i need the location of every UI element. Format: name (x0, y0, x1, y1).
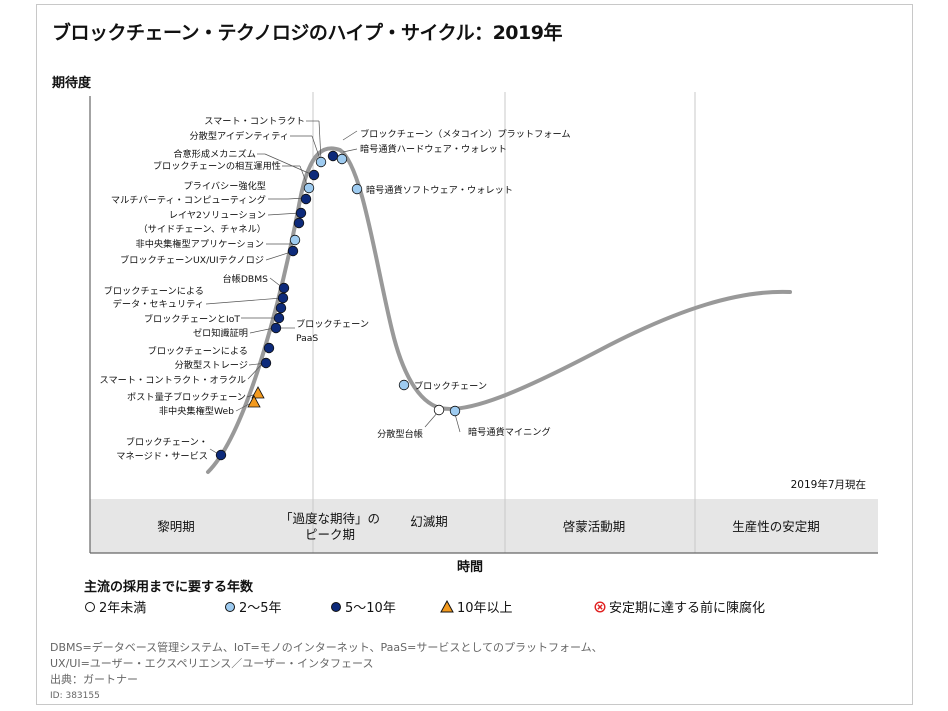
label-pq: ポスト量子ブロックチェーン (127, 391, 246, 403)
label-iot: ブロックチェーンとIoT (144, 313, 241, 325)
legend-item-2-5: 2～5年 (224, 597, 282, 616)
white-circle-icon (85, 601, 95, 612)
chart-title: ブロックチェーン・テクノロジのハイプ・サイクル：2019年 (52, 22, 562, 44)
label-sw-wallet: 暗号通貨ソフトウェア・ウォレット (366, 184, 513, 196)
marker-post-quantum (251, 386, 265, 399)
phase-peak-line2: ピーク期 (305, 527, 355, 542)
label-mining: 暗号通貨マイニング (468, 426, 551, 438)
legend-label-obsolete: 安定期に達する前に陳腐化 (609, 601, 766, 616)
marker-oracle (260, 357, 272, 369)
footnote-line1: DBMS=データベース管理システム、IoT=モノのインターネット、PaaS=サー… (50, 641, 603, 654)
phase-trough: 幻滅期 (410, 514, 448, 529)
legend-item-lt2: 2年未満 (84, 597, 146, 616)
marker-hw-wallet (336, 153, 348, 165)
legend-title: 主流の採用までに要する年数 (84, 580, 254, 595)
label-managed-1: ブロックチェーン・ (126, 436, 208, 448)
label-did: 分散型アイデンティティ (190, 130, 290, 142)
label-dapps: 非中央集権型アプリケーション (136, 238, 264, 250)
label-datasec-2: データ・セキュリティ (113, 298, 204, 310)
label-storage-1: ブロックチェーンによる (148, 345, 248, 357)
orange-triangle-icon (440, 600, 454, 613)
marker-ux-ui (287, 245, 299, 257)
marker-sw-wallet (351, 183, 363, 195)
label-privacy-2: マルチパーティ・コンピューティング (111, 194, 266, 206)
label-managed-2: マネージド・サービス (116, 451, 208, 462)
marker-distributed-ledger (433, 404, 445, 416)
marker-consensus (308, 169, 320, 181)
phase-slope: 啓蒙活動期 (563, 519, 626, 534)
footnote-source: 出典：ガートナー (50, 673, 138, 686)
label-dweb: 非中央集権型Web (159, 405, 234, 417)
legend-item-obsolete: 安定期に達する前に陳腐化 (594, 597, 765, 616)
marker-crypto-mining (449, 405, 461, 417)
phase-peak-line1: 「過度な期待」の (280, 511, 380, 526)
tech-labels: スマート・コントラクト 分散型アイデンティティ 合意形成メカニズム ブロックチェ… (100, 116, 571, 462)
label-blockchain: ブロックチェーン (414, 380, 487, 392)
footnote-id: ID: 383155 (50, 691, 100, 701)
marker-iot (273, 312, 285, 324)
label-ledger-dbms: 台帳DBMS (222, 273, 268, 285)
label-paas-2: PaaS (296, 333, 318, 344)
label-smart-contract: スマート・コントラクト (204, 116, 305, 127)
light-blue-circle-icon (225, 601, 235, 612)
marker-storage (263, 342, 275, 354)
phase-innovation-trigger: 黎明期 (157, 519, 195, 534)
red-x-circle-icon (594, 600, 606, 613)
figure-frame (36, 4, 913, 705)
legend-label-lt2: 2年未満 (99, 601, 147, 616)
label-uxui: ブロックチェーンUX/UIテクノロジ (120, 254, 264, 266)
marker-layer2 (295, 207, 307, 219)
label-interop: ブロックチェーンの相互運用性 (153, 160, 281, 172)
y-axis-label: 期待度 (52, 75, 92, 91)
label-zkp: ゼロ知識証明 (193, 327, 248, 339)
label-paas-1: ブロックチェーン (296, 318, 369, 330)
marker-dapps (289, 234, 301, 246)
label-layer2-2: （サイドチェーン、チャネル） (138, 224, 266, 235)
marker-layer2b (293, 217, 305, 229)
label-storage-2: 分散型ストレージ (175, 359, 248, 371)
legend-label-5-10: 5～10年 (345, 601, 396, 616)
label-hw-wallet: 暗号通貨ハードウェア・ウォレット (360, 143, 507, 155)
marker-data-security (277, 292, 289, 304)
marker-decentralized-web (247, 395, 261, 408)
label-consensus: 合意形成メカニズム (173, 148, 256, 160)
label-datasec-1: ブロックチェーンによる (104, 285, 204, 297)
label-privacy-1: プライバシー強化型 (183, 180, 266, 192)
x-axis-label: 時間 (457, 559, 483, 575)
marker-managed-services (215, 449, 227, 461)
label-oracle: スマート・コントラクト・オラクル (100, 375, 246, 386)
legend-item-gt10: 10年以上 (440, 597, 513, 616)
marker-zkp (270, 322, 282, 334)
legend-label-gt10: 10年以上 (457, 601, 513, 616)
label-layer2-1: レイヤ2ソリューション (169, 210, 266, 221)
leader-lines (205, 120, 461, 456)
legend-label-2-5: 2～5年 (239, 601, 282, 616)
marker-smart-contract (315, 156, 327, 168)
label-metacoin: ブロックチェーン（メタコイン）プラットフォーム (360, 128, 571, 140)
legend-item-5-10: 5～10年 (330, 597, 396, 616)
phase-band (90, 499, 878, 553)
footnotes: DBMS=データベース管理システム、IoT=モノのインターネット、PaaS=サー… (50, 640, 603, 704)
marker-ledger-dbms (278, 282, 290, 294)
tech-markers (215, 150, 461, 461)
dark-blue-circle-icon (331, 601, 341, 612)
marker-interoperability (303, 182, 315, 194)
hype-curve (206, 146, 792, 474)
phase-plateau: 生産性の安定期 (732, 519, 820, 534)
as-of-date: 2019年7月現在 (791, 478, 866, 491)
marker-data-security-b (275, 302, 287, 314)
footnote-line2: UX/UI=ユーザー・エクスペリエンス／ユーザー・インタフェース (50, 657, 374, 670)
marker-metacoin-platform (327, 150, 339, 162)
marker-privacy-mpc (300, 193, 312, 205)
label-dist-ledger: 分散型台帳 (377, 428, 423, 440)
marker-blockchain (398, 379, 410, 391)
